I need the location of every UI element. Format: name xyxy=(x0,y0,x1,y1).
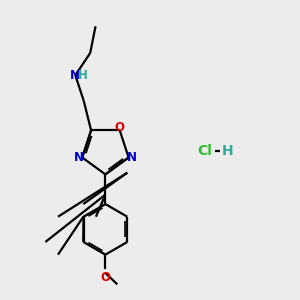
Text: O: O xyxy=(115,122,125,134)
Text: N: N xyxy=(74,151,84,164)
Text: O: O xyxy=(100,271,110,284)
Text: N: N xyxy=(127,151,137,164)
Text: H: H xyxy=(77,69,87,82)
Text: N: N xyxy=(69,69,80,82)
Text: Cl: Cl xyxy=(197,145,212,158)
Text: H: H xyxy=(222,145,234,158)
